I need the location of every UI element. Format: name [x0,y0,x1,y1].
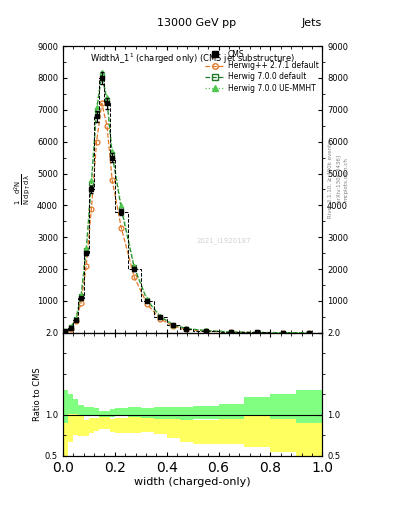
Legend: CMS, Herwig++ 2.7.1 default, Herwig 7.0.0 default, Herwig 7.0.0 UE-MMHT: CMS, Herwig++ 2.7.1 default, Herwig 7.0.… [206,50,318,93]
Text: Jets: Jets [302,18,322,28]
Y-axis label: Ratio to CMS: Ratio to CMS [33,368,42,421]
Text: Rivet 3.1.10, ≥ 400k events: Rivet 3.1.10, ≥ 400k events [328,141,333,218]
Text: mcplots.cern.ch: mcplots.cern.ch [343,157,348,201]
Text: 13000 GeV pp: 13000 GeV pp [157,18,236,28]
X-axis label: width (charged-only): width (charged-only) [134,477,251,487]
Text: 2021_I1920187: 2021_I1920187 [196,238,251,244]
Text: Width$\lambda\_1^1$ (charged only) (CMS jet substructure): Width$\lambda\_1^1$ (charged only) (CMS … [90,52,295,66]
Y-axis label: $\mathregular{\frac{1}{\mathregular{N}}\frac{d^2N}{d\,p_T\,d\,\lambda}}$: $\mathregular{\frac{1}{\mathregular{N}}\… [12,174,33,205]
Text: [arXiv:1306.3436]: [arXiv:1306.3436] [336,154,341,204]
